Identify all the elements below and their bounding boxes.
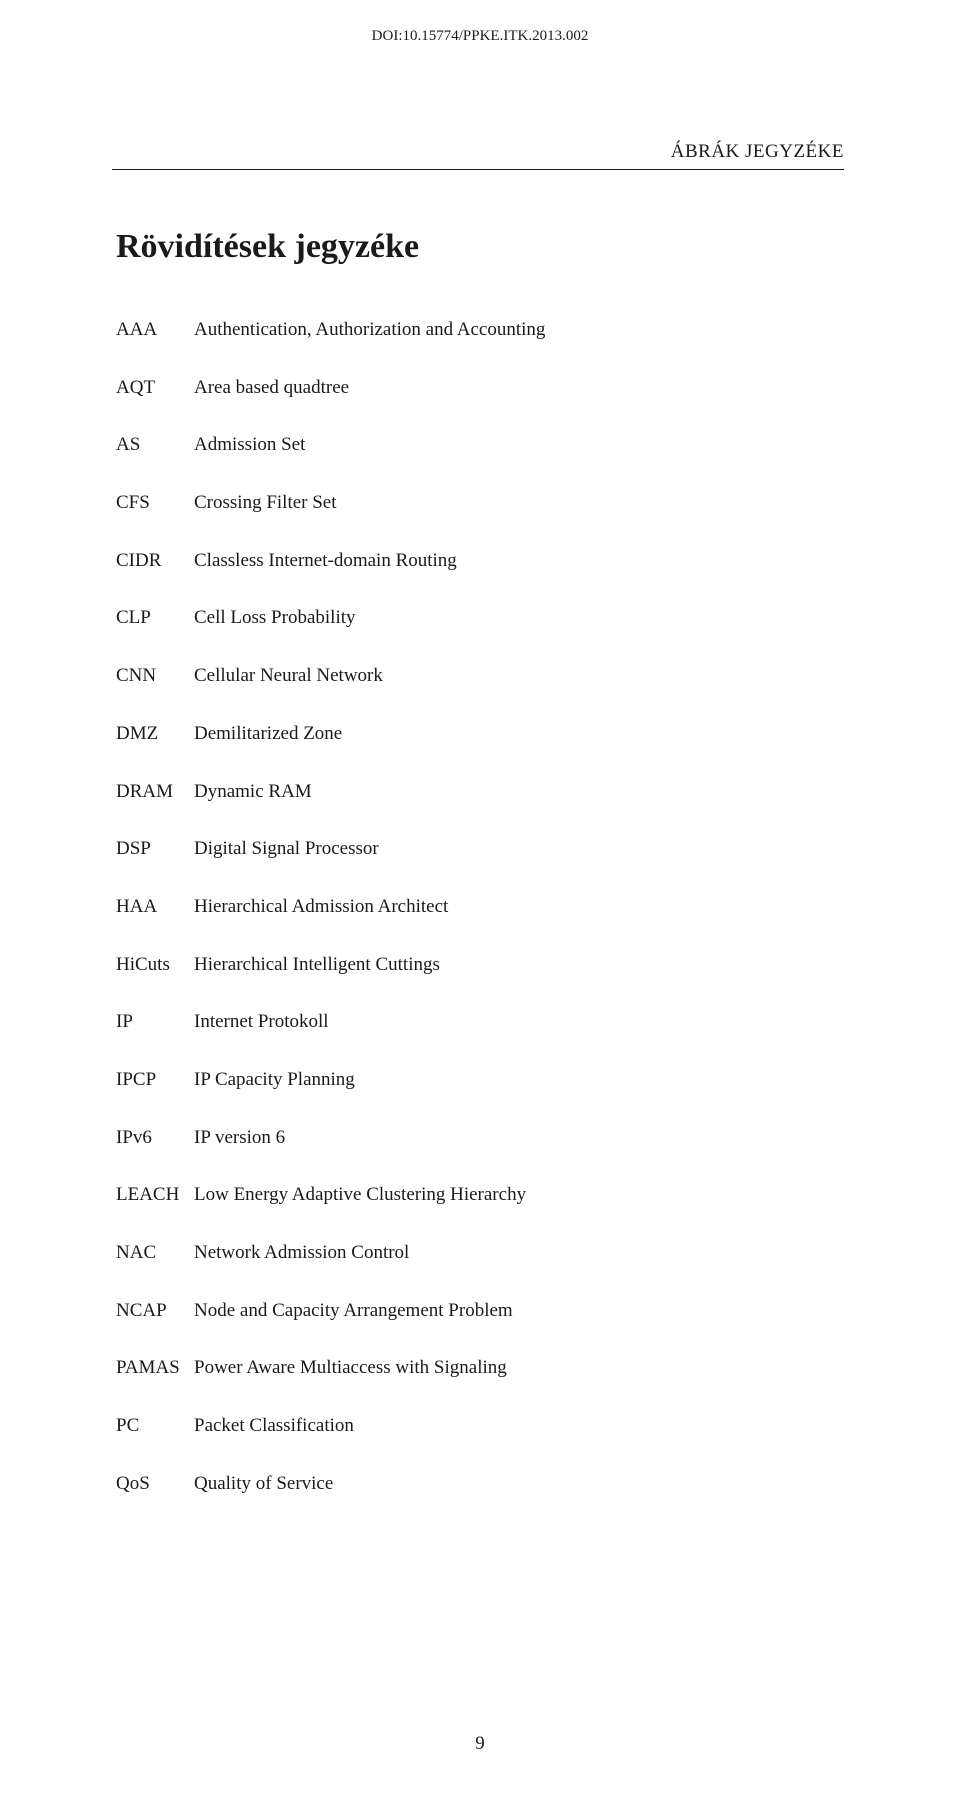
runninghead-text: ÁBRÁK JEGYZÉKE [671, 141, 844, 163]
page-number: 9 [0, 1733, 960, 1755]
abbr-term: HAA [116, 895, 194, 920]
abbr-row: CLPCell Loss Probability [116, 606, 844, 631]
abbr-definition: Admission Set [194, 433, 844, 458]
abbr-definition: Crossing Filter Set [194, 491, 844, 516]
abbr-row: HiCutsHierarchical Intelligent Cuttings [116, 953, 844, 978]
abbr-definition: Classless Internet-domain Routing [194, 549, 844, 574]
runninghead-rule: ÁBRÁK JEGYZÉKE [112, 141, 844, 170]
abbr-term: AS [116, 433, 194, 458]
abbr-definition: Low Energy Adaptive Clustering Hierarchy [194, 1183, 844, 1208]
abbr-definition: Quality of Service [194, 1472, 844, 1497]
abbr-term: CNN [116, 664, 194, 689]
abbr-row: PAMASPower Aware Multiaccess with Signal… [116, 1356, 844, 1381]
abbr-term: NCAP [116, 1299, 194, 1324]
abbr-row: DMZDemilitarized Zone [116, 722, 844, 747]
abbr-definition: Digital Signal Processor [194, 837, 844, 862]
abbr-row: HAAHierarchical Admission Architect [116, 895, 844, 920]
abbr-term: PAMAS [116, 1356, 194, 1381]
abbr-definition: IP version 6 [194, 1126, 844, 1151]
section-title: Rövidítések jegyzéke [116, 228, 848, 266]
abbr-term: CIDR [116, 549, 194, 574]
abbr-term: DRAM [116, 780, 194, 805]
abbr-term: NAC [116, 1241, 194, 1266]
abbr-definition: Area based quadtree [194, 376, 844, 401]
abbr-definition: Power Aware Multiaccess with Signaling [194, 1356, 844, 1381]
abbr-row: CFSCrossing Filter Set [116, 491, 844, 516]
abbr-term: IPCP [116, 1068, 194, 1093]
abbr-row: QoSQuality of Service [116, 1472, 844, 1497]
abbr-term: QoS [116, 1472, 194, 1497]
abbr-row: IPInternet Protokoll [116, 1010, 844, 1035]
abbr-row: NACNetwork Admission Control [116, 1241, 844, 1266]
abbr-term: IPv6 [116, 1126, 194, 1151]
abbr-term: IP [116, 1010, 194, 1035]
abbr-term: CLP [116, 606, 194, 631]
abbr-definition: Network Admission Control [194, 1241, 844, 1266]
abbr-term: DMZ [116, 722, 194, 747]
abbr-definition: IP Capacity Planning [194, 1068, 844, 1093]
abbr-row: DSPDigital Signal Processor [116, 837, 844, 862]
abbr-row: CNNCellular Neural Network [116, 664, 844, 689]
abbr-row: AAAAuthentication, Authorization and Acc… [116, 318, 844, 343]
abbr-term: LEACH [116, 1183, 194, 1208]
abbr-definition: Cell Loss Probability [194, 606, 844, 631]
abbr-definition: Internet Protokoll [194, 1010, 844, 1035]
abbr-definition: Demilitarized Zone [194, 722, 844, 747]
abbr-term: DSP [116, 837, 194, 862]
abbr-term: CFS [116, 491, 194, 516]
abbr-definition: Authentication, Authorization and Accoun… [194, 318, 844, 343]
abbr-row: DRAMDynamic RAM [116, 780, 844, 805]
abbreviation-list: AAAAuthentication, Authorization and Acc… [116, 318, 844, 1496]
abbr-row: IPv6IP version 6 [116, 1126, 844, 1151]
page: DOI:10.15774/PPKE.ITK.2013.002 ÁBRÁK JEG… [0, 0, 960, 1799]
abbr-definition: Hierarchical Intelligent Cuttings [194, 953, 844, 978]
abbr-row: NCAPNode and Capacity Arrangement Proble… [116, 1299, 844, 1324]
abbr-row: LEACHLow Energy Adaptive Clustering Hier… [116, 1183, 844, 1208]
abbr-term: PC [116, 1414, 194, 1439]
abbr-definition: Packet Classification [194, 1414, 844, 1439]
abbr-row: CIDRClassless Internet-domain Routing [116, 549, 844, 574]
abbr-row: ASAdmission Set [116, 433, 844, 458]
abbr-term: AQT [116, 376, 194, 401]
abbr-definition: Node and Capacity Arrangement Problem [194, 1299, 844, 1324]
abbr-definition: Hierarchical Admission Architect [194, 895, 844, 920]
doi-header: DOI:10.15774/PPKE.ITK.2013.002 [112, 28, 848, 45]
abbr-row: IPCPIP Capacity Planning [116, 1068, 844, 1093]
abbr-row: AQTArea based quadtree [116, 376, 844, 401]
abbr-definition: Cellular Neural Network [194, 664, 844, 689]
abbr-row: PCPacket Classification [116, 1414, 844, 1439]
abbr-term: HiCuts [116, 953, 194, 978]
abbr-term: AAA [116, 318, 194, 343]
abbr-definition: Dynamic RAM [194, 780, 844, 805]
